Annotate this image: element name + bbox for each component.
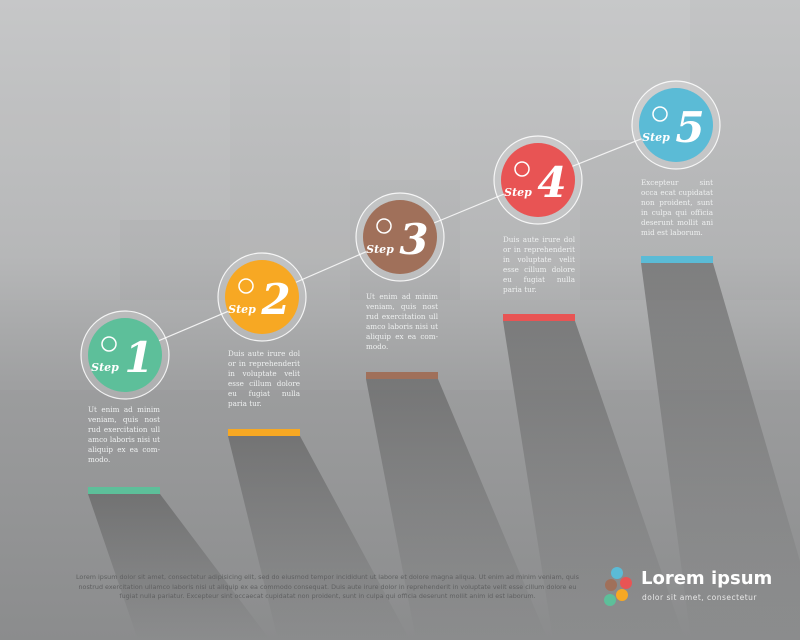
step-bar bbox=[228, 429, 300, 436]
step-circle bbox=[639, 88, 713, 162]
step-circle bbox=[363, 200, 437, 274]
bar-shadow bbox=[88, 494, 270, 640]
bar-shadow bbox=[641, 263, 800, 640]
step-text: Ut enim ad minim veniam, quis nost rud e… bbox=[366, 292, 438, 351]
step-bar bbox=[88, 487, 160, 494]
step-label: Step bbox=[504, 186, 532, 199]
bar-shadow bbox=[366, 379, 548, 640]
step-circle bbox=[88, 318, 162, 392]
footer-text: Lorem ipsum dolor sit amet, consectetur … bbox=[75, 573, 580, 600]
bar-shadow bbox=[228, 436, 410, 640]
step-text: Excepteur sint occa ecat cupidatat non p… bbox=[641, 178, 713, 237]
logo-title: Lorem ipsum bbox=[641, 568, 773, 589]
step-label: Step bbox=[91, 361, 119, 374]
step-label: Step bbox=[228, 303, 256, 316]
logo-subtitle: dolor sit amet, consectetur bbox=[642, 593, 757, 602]
step-text: Duis aute irure dol or in reprehenderit … bbox=[503, 235, 575, 294]
step-icon bbox=[652, 106, 668, 122]
step-icon bbox=[101, 336, 117, 352]
step-number: 5 bbox=[675, 103, 704, 152]
bar-shadow bbox=[503, 321, 685, 640]
logo-icon bbox=[604, 567, 632, 606]
step-bar bbox=[641, 256, 713, 263]
step-text: Duis aute irure dol or in reprehenderit … bbox=[228, 349, 300, 408]
step-number: 2 bbox=[260, 275, 290, 324]
step-icon bbox=[238, 278, 254, 294]
step-icon bbox=[514, 161, 530, 177]
step-circle bbox=[501, 143, 575, 217]
step-text: Ut enim ad minim veniam, quis nost rud e… bbox=[88, 405, 160, 464]
step-label: Step bbox=[366, 243, 394, 256]
step-bar bbox=[366, 372, 438, 379]
step-number: 4 bbox=[537, 158, 566, 207]
step-label: Step bbox=[642, 131, 670, 144]
step-number: 1 bbox=[124, 333, 153, 382]
step-icon bbox=[376, 218, 392, 234]
step-circle bbox=[225, 260, 299, 334]
step-number: 3 bbox=[399, 215, 428, 264]
step-bar bbox=[503, 314, 575, 321]
